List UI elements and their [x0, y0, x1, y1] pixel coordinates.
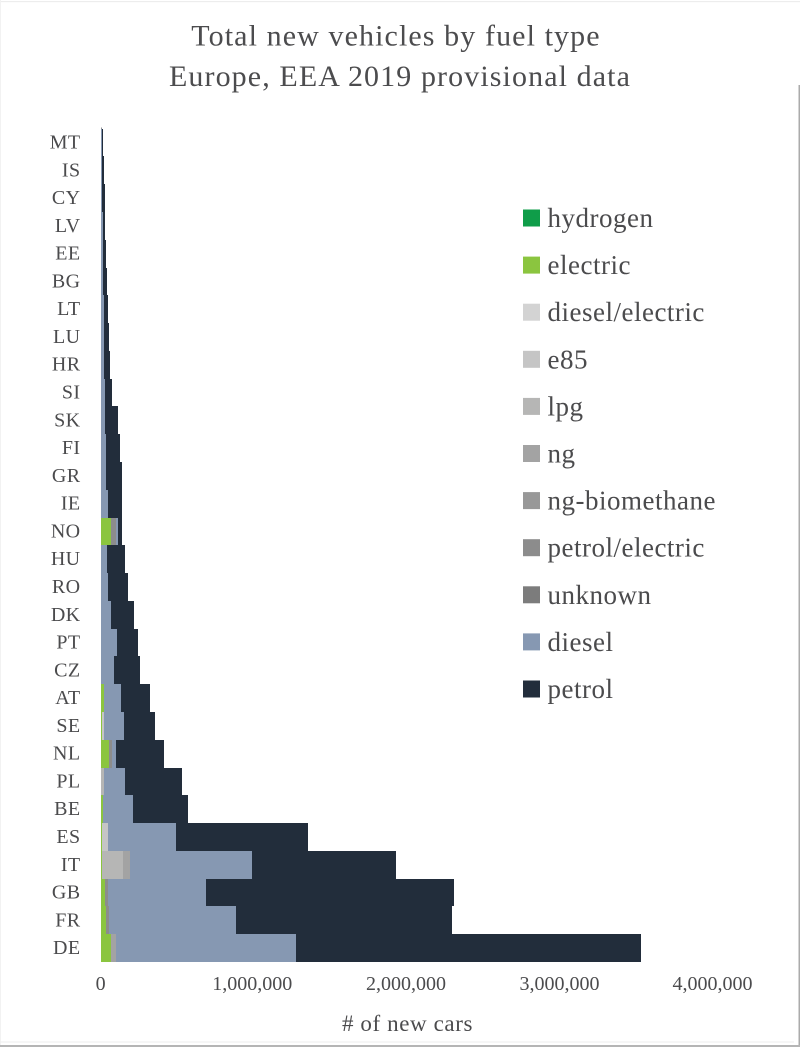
svg-text:LT: LT — [57, 298, 80, 320]
svg-text:FI: FI — [62, 437, 81, 459]
svg-text:unknown: unknown — [548, 580, 652, 610]
svg-text:SK: SK — [54, 409, 81, 431]
svg-text:ES: ES — [56, 826, 80, 848]
svg-text:EE: EE — [55, 243, 80, 265]
svg-text:electric: electric — [548, 250, 631, 280]
svg-text:RO: RO — [52, 576, 81, 598]
svg-text:IE: IE — [61, 493, 81, 515]
svg-text:GR: GR — [52, 465, 81, 487]
svg-text:BG: BG — [52, 270, 81, 292]
svg-text:BE: BE — [54, 798, 80, 820]
svg-text:Europe, EEA 2019 provisional d: Europe, EEA 2019 provisional data — [169, 60, 631, 93]
svg-text:FR: FR — [55, 909, 81, 931]
svg-text:NL: NL — [53, 743, 80, 765]
svg-text:IS: IS — [62, 159, 81, 181]
svg-text:HU: HU — [51, 548, 81, 570]
svg-text:e85: e85 — [548, 344, 588, 374]
svg-text:DK: DK — [51, 604, 81, 626]
svg-text:petrol/electric: petrol/electric — [548, 533, 705, 563]
svg-text:SE: SE — [56, 715, 80, 737]
svg-text:0: 0 — [96, 973, 106, 995]
svg-text:HR: HR — [52, 354, 81, 376]
svg-text:ng-biomethane: ng-biomethane — [548, 486, 716, 516]
svg-text:hydrogen: hydrogen — [548, 203, 654, 233]
svg-text:1,000,000: 1,000,000 — [212, 973, 292, 995]
svg-text:MT: MT — [50, 132, 81, 154]
svg-text:3,000,000: 3,000,000 — [520, 973, 600, 995]
svg-text:lpg: lpg — [548, 391, 584, 421]
svg-text:NO: NO — [51, 520, 81, 542]
svg-text:CY: CY — [52, 187, 81, 209]
svg-text:petrol: petrol — [548, 674, 614, 704]
svg-text:4,000,000: 4,000,000 — [673, 973, 753, 995]
svg-text:# of new cars: # of new cars — [342, 1011, 473, 1036]
svg-text:Total new vehicles by fuel typ: Total new vehicles by fuel type — [191, 20, 600, 53]
svg-text:AT: AT — [55, 687, 80, 709]
svg-text:diesel/electric: diesel/electric — [548, 297, 705, 327]
svg-text:IT: IT — [61, 854, 81, 876]
svg-text:2,000,000: 2,000,000 — [366, 973, 446, 995]
svg-text:GB: GB — [52, 882, 81, 904]
svg-text:diesel: diesel — [548, 627, 614, 657]
svg-text:PL: PL — [56, 770, 80, 792]
svg-text:PT: PT — [56, 632, 80, 654]
svg-text:SI: SI — [62, 382, 81, 404]
svg-text:CZ: CZ — [54, 659, 80, 681]
svg-text:DE: DE — [53, 937, 80, 959]
svg-text:LV: LV — [55, 215, 81, 237]
svg-text:ng: ng — [548, 439, 576, 469]
svg-text:LU: LU — [53, 326, 81, 348]
